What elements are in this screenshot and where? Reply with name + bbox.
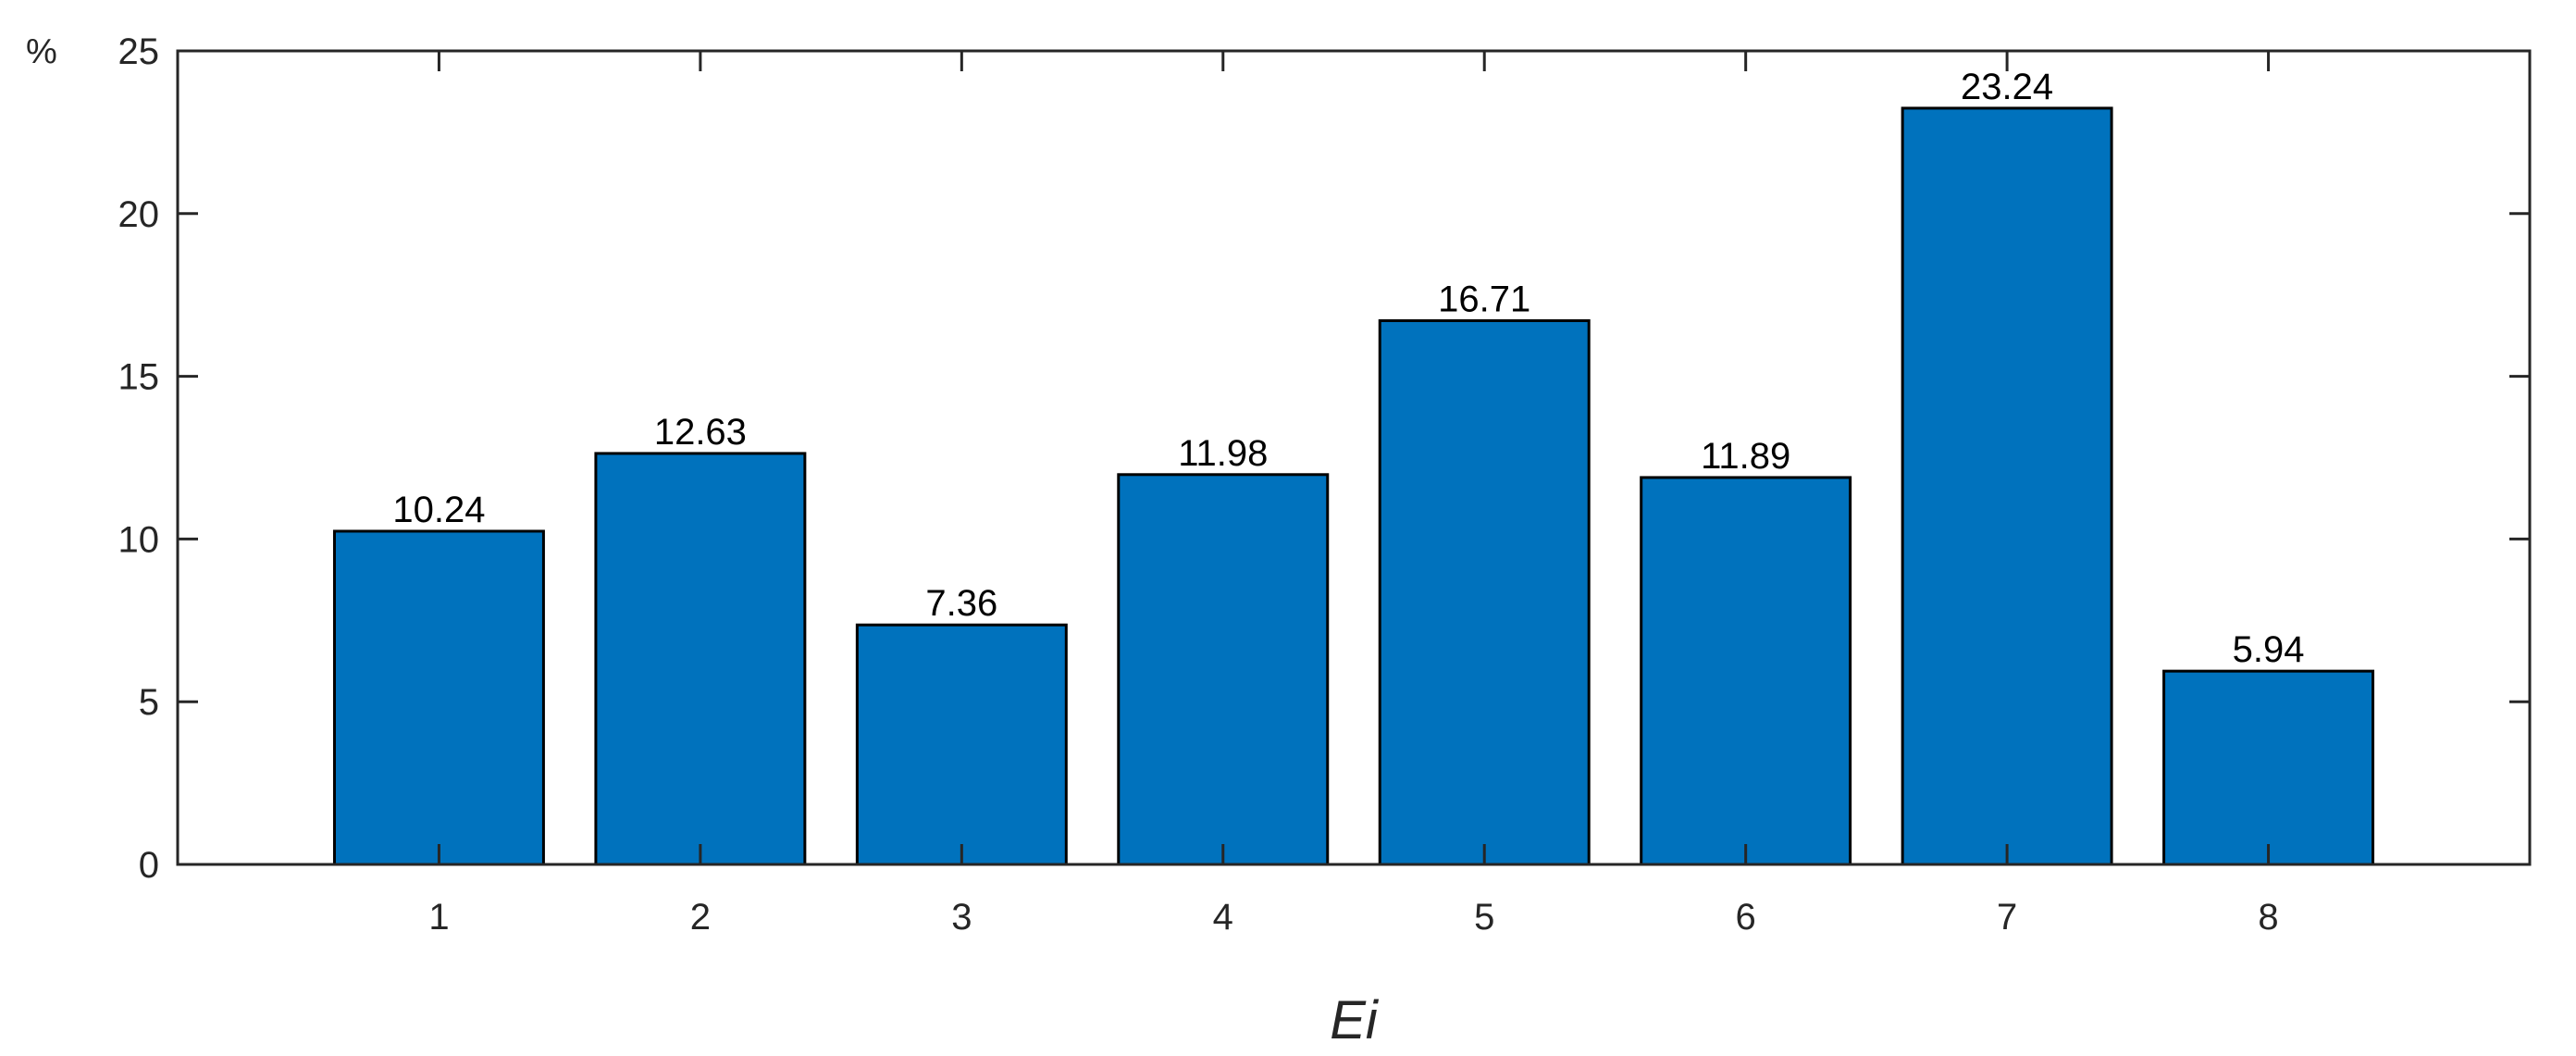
- data-label-6: 11.89: [1701, 436, 1790, 477]
- data-label-3: 7.36: [925, 583, 997, 624]
- bar-2: [594, 452, 807, 866]
- y-tick-label: 0: [139, 845, 159, 886]
- x-tick-label: 7: [1997, 897, 2017, 938]
- data-label-2: 12.63: [654, 412, 747, 453]
- y-tick-label: 25: [118, 31, 160, 72]
- y-tick-label: 15: [118, 357, 160, 398]
- x-tick-label: 6: [1736, 897, 1756, 938]
- plot-frame: [176, 49, 2532, 866]
- bar-4: [1117, 473, 1330, 866]
- bar-5: [1378, 318, 1591, 866]
- bar-8: [2162, 669, 2375, 866]
- x-tick-label: 8: [2258, 897, 2278, 938]
- data-label-5: 16.71: [1438, 279, 1530, 319]
- bar-1: [332, 529, 545, 866]
- y-axis-label: %: [26, 32, 57, 71]
- y-tick-label: 5: [139, 682, 159, 723]
- x-axis-label: Ei: [1330, 990, 1380, 1050]
- x-tick-label: 2: [690, 897, 711, 938]
- x-tick-label: 1: [428, 897, 449, 938]
- data-label-8: 5.94: [2233, 629, 2305, 670]
- data-label-1: 10.24: [392, 490, 485, 530]
- y-tick-label: 10: [118, 519, 160, 560]
- y-tick-label: 20: [118, 194, 160, 235]
- data-label-4: 11.98: [1178, 433, 1268, 474]
- x-tick-label: 4: [1213, 897, 1233, 938]
- bar-6: [1640, 476, 1852, 866]
- x-axis-ticks: 1 2 3 4 5 6 7 8: [428, 51, 2279, 938]
- bar-3: [855, 623, 1068, 866]
- data-label-7: 23.24: [1961, 67, 2053, 107]
- data-labels-group: 10.24 12.63 7.36 11.98 16.71 11.89 23.24 5.94: [392, 67, 2304, 670]
- x-tick-label: 3: [951, 897, 972, 938]
- x-tick-label: 5: [1474, 897, 1494, 938]
- bar-7: [1901, 106, 2113, 866]
- y-axis-ticks: 0 5 10 15 20 25: [118, 31, 2530, 886]
- bars-group: [332, 106, 2375, 866]
